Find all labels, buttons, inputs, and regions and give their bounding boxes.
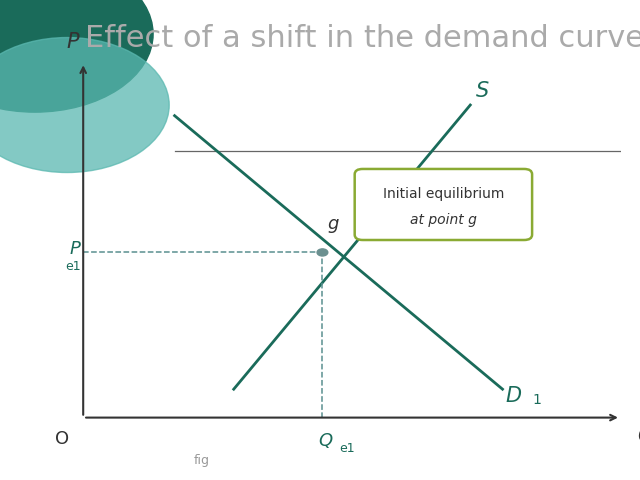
Circle shape [0, 0, 153, 112]
Text: g: g [328, 215, 339, 233]
Text: P: P [66, 32, 79, 52]
Text: Q: Q [637, 425, 640, 445]
FancyBboxPatch shape [355, 169, 532, 240]
Text: Q: Q [318, 432, 332, 450]
Circle shape [317, 249, 328, 256]
Text: D: D [505, 385, 522, 406]
Text: fig: fig [193, 454, 209, 467]
Text: Initial equilibrium: Initial equilibrium [383, 187, 504, 201]
Text: e1: e1 [65, 260, 81, 273]
Text: O: O [54, 430, 68, 448]
Circle shape [0, 37, 169, 172]
Text: at point g: at point g [410, 214, 477, 228]
Text: S: S [476, 82, 489, 101]
Text: P: P [70, 240, 81, 258]
Text: 1: 1 [532, 393, 541, 407]
Text: e1: e1 [339, 443, 355, 456]
Text: Effect of a shift in the demand curve: Effect of a shift in the demand curve [85, 24, 640, 53]
